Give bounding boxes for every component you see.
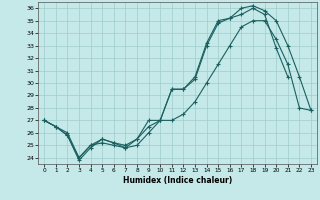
X-axis label: Humidex (Indice chaleur): Humidex (Indice chaleur) (123, 176, 232, 185)
